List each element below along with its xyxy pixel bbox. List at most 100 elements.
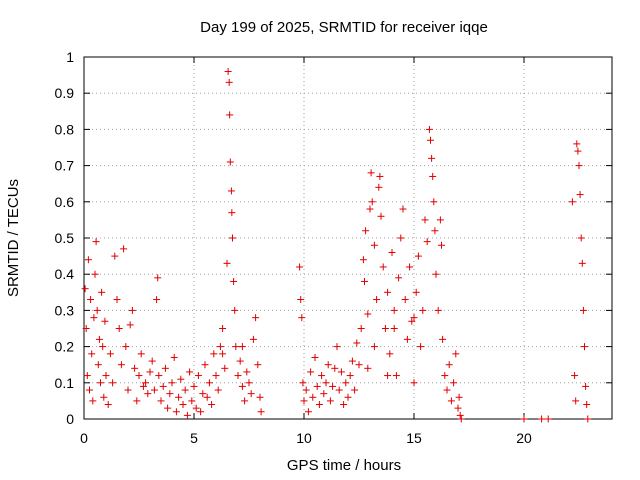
data-point xyxy=(95,335,103,343)
data-point xyxy=(227,187,235,195)
data-point xyxy=(257,408,265,416)
data-point xyxy=(298,314,306,322)
data-point xyxy=(318,372,326,380)
data-point xyxy=(392,372,400,380)
data-point xyxy=(223,259,231,267)
data-point xyxy=(450,379,458,387)
data-point xyxy=(297,296,305,304)
data-point xyxy=(364,364,372,372)
x-tick-label: 15 xyxy=(406,430,422,446)
data-point xyxy=(124,386,132,394)
data-point xyxy=(219,350,227,358)
data-point xyxy=(122,343,130,351)
data-point xyxy=(581,343,588,351)
data-point xyxy=(205,379,213,387)
data-point xyxy=(157,397,165,405)
data-point xyxy=(373,296,381,304)
data-point xyxy=(81,285,89,293)
data-point xyxy=(384,288,392,296)
data-point xyxy=(333,343,341,351)
data-point xyxy=(133,397,141,405)
data-point xyxy=(135,372,143,380)
data-point xyxy=(203,393,211,401)
data-point xyxy=(155,372,163,380)
data-point xyxy=(231,306,239,314)
data-point xyxy=(368,198,376,206)
data-point xyxy=(370,241,378,249)
data-point xyxy=(101,317,109,325)
data-point xyxy=(576,191,584,199)
data-point xyxy=(84,256,92,264)
data-point xyxy=(414,252,422,260)
data-point xyxy=(154,274,162,282)
data-point xyxy=(329,382,337,390)
data-point xyxy=(320,390,328,398)
data-point xyxy=(226,111,234,119)
data-point xyxy=(355,361,363,369)
data-point xyxy=(87,296,95,304)
data-point xyxy=(344,393,352,401)
data-point xyxy=(212,372,220,380)
data-point xyxy=(573,140,581,148)
data-point xyxy=(584,415,592,423)
data-point xyxy=(214,386,222,394)
data-point xyxy=(249,335,257,343)
data-point xyxy=(256,393,264,401)
data-point xyxy=(234,372,242,380)
y-axis-label: SRMTID / TECUs xyxy=(5,179,22,297)
data-point xyxy=(90,314,98,322)
data-point xyxy=(359,256,367,264)
data-point xyxy=(313,382,321,390)
data-point xyxy=(351,386,359,394)
data-points xyxy=(81,67,592,423)
data-point xyxy=(230,277,238,285)
data-point xyxy=(348,357,356,365)
data-point xyxy=(166,390,174,398)
data-point xyxy=(421,216,429,224)
data-point xyxy=(245,379,253,387)
data-point xyxy=(190,382,198,390)
y-tick-label: 0.1 xyxy=(55,375,75,391)
data-point xyxy=(419,306,427,314)
data-point xyxy=(161,364,169,372)
data-point xyxy=(128,306,136,314)
data-point xyxy=(445,361,453,369)
data-point xyxy=(97,379,104,387)
data-point xyxy=(111,252,119,260)
data-point xyxy=(417,343,425,351)
data-point xyxy=(340,401,348,409)
data-point xyxy=(88,350,96,358)
data-point xyxy=(353,339,361,347)
data-point xyxy=(311,353,319,361)
data-point xyxy=(150,386,158,394)
data-point xyxy=(175,393,183,401)
data-point xyxy=(384,372,392,380)
data-point xyxy=(322,379,330,387)
data-point xyxy=(456,411,464,419)
data-point xyxy=(164,404,172,412)
data-point xyxy=(94,361,102,369)
data-point xyxy=(397,234,405,242)
data-point xyxy=(574,147,582,155)
data-point xyxy=(388,248,396,256)
data-point xyxy=(93,306,101,314)
data-point xyxy=(571,372,579,380)
data-point xyxy=(82,325,90,332)
data-point xyxy=(439,335,447,343)
data-point xyxy=(335,386,343,394)
data-point xyxy=(441,372,449,380)
data-point xyxy=(302,386,310,394)
data-point xyxy=(399,205,407,213)
data-point xyxy=(452,350,460,358)
data-point xyxy=(428,154,436,162)
y-tick-label: 0 xyxy=(66,411,74,427)
data-point xyxy=(216,343,224,351)
data-point xyxy=(432,270,440,278)
data-point xyxy=(429,172,437,180)
data-point xyxy=(137,350,145,358)
data-point xyxy=(431,227,439,235)
data-point xyxy=(144,390,152,398)
data-point xyxy=(201,361,209,369)
data-point xyxy=(455,393,463,401)
